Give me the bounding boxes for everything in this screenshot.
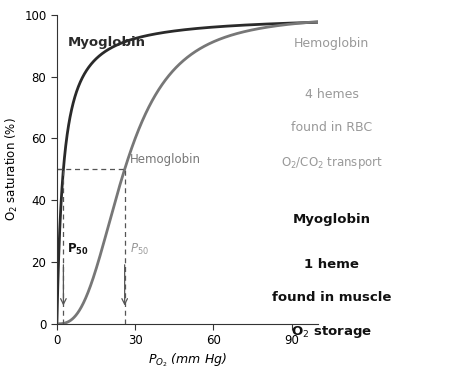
Text: Hemoglobin: Hemoglobin (294, 37, 369, 50)
Text: 4 hemes: 4 hemes (305, 88, 359, 101)
Text: found in muscle: found in muscle (272, 291, 392, 304)
Y-axis label: O$_2$ saturation (%): O$_2$ saturation (%) (4, 117, 20, 221)
Text: Myoglobin: Myoglobin (293, 213, 371, 226)
Text: $\mathbf{P_{50}}$: $\mathbf{P_{50}}$ (66, 242, 88, 257)
Text: 1 heme: 1 heme (304, 258, 359, 270)
Text: O$_2$ storage: O$_2$ storage (292, 324, 372, 340)
Text: Hemoglobin: Hemoglobin (130, 153, 201, 166)
Text: Myoglobin: Myoglobin (67, 36, 146, 49)
Text: found in RBC: found in RBC (291, 121, 373, 134)
Text: $P_{50}$: $P_{50}$ (130, 242, 149, 257)
Text: O$_2$/CO$_2$ transport: O$_2$/CO$_2$ transport (281, 155, 383, 170)
X-axis label: $P_{O_2}$ (mm Hg): $P_{O_2}$ (mm Hg) (148, 351, 227, 368)
